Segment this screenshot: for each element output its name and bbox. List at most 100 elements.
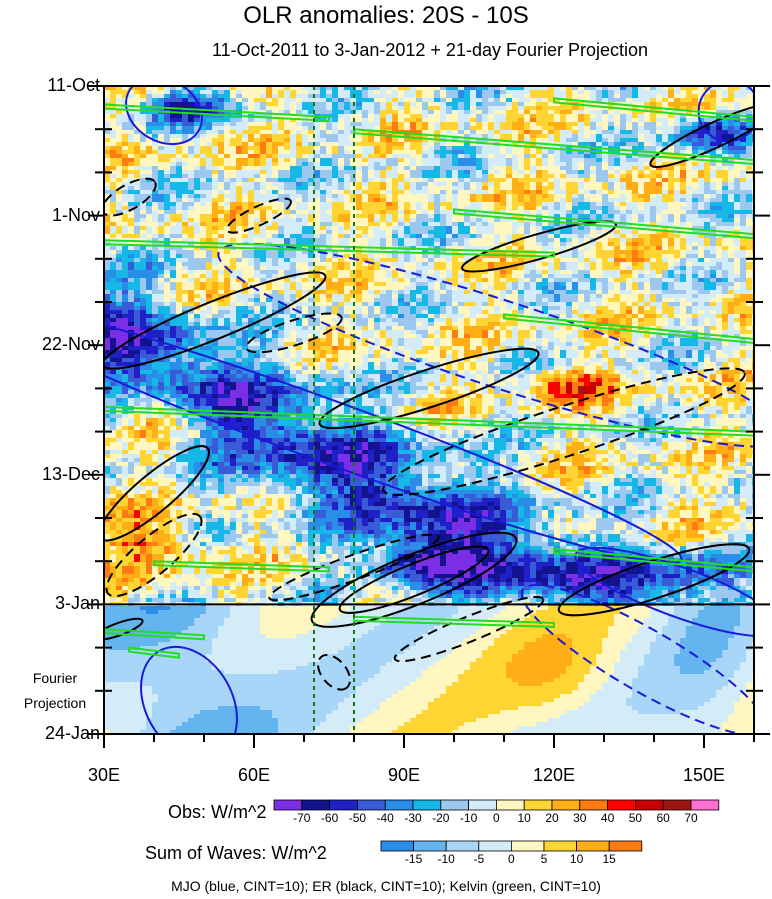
heatmap-cell	[158, 230, 165, 235]
heatmap-cell	[236, 542, 243, 547]
heatmap-cell	[140, 426, 147, 431]
heatmap-cell	[134, 322, 141, 327]
heatmap-cell	[218, 618, 225, 623]
heatmap-cell	[266, 494, 273, 499]
heatmap-cell	[230, 238, 237, 243]
heatmap-cell	[176, 182, 183, 187]
heatmap-cell	[194, 362, 201, 367]
heatmap-cell	[212, 630, 219, 635]
heatmap-cell	[116, 506, 123, 511]
heatmap-cell	[254, 646, 261, 651]
heatmap-cell	[278, 522, 285, 527]
heatmap-cell	[164, 198, 171, 203]
heatmap-cell	[128, 442, 135, 447]
heatmap-cell	[176, 438, 183, 443]
heatmap-cell	[212, 186, 219, 191]
heatmap-cell	[260, 394, 267, 399]
heatmap-cell	[248, 442, 255, 447]
heatmap-cell	[272, 686, 279, 691]
heatmap-cell	[278, 574, 285, 579]
heatmap-cell	[152, 638, 159, 643]
heatmap-cell	[146, 178, 153, 183]
heatmap-cell	[152, 298, 159, 303]
heatmap-cell	[284, 442, 291, 447]
heatmap-cell	[278, 646, 285, 651]
heatmap-cell	[146, 574, 153, 579]
heatmap-cell	[224, 158, 231, 163]
heatmap-cell	[218, 634, 225, 639]
heatmap-cell	[128, 694, 135, 699]
heatmap-cell	[236, 430, 243, 435]
heatmap-cell	[164, 226, 171, 231]
heatmap-cell	[182, 618, 189, 623]
heatmap-cell	[254, 310, 261, 315]
heatmap-cell	[116, 194, 123, 199]
heatmap-cell	[242, 198, 249, 203]
heatmap-cell	[194, 690, 201, 695]
heatmap-cell	[224, 254, 231, 259]
heatmap-cell	[272, 114, 279, 119]
heatmap-cell	[134, 582, 141, 587]
heatmap-cell	[260, 650, 267, 655]
heatmap-cell	[176, 358, 183, 363]
heatmap-cell	[188, 402, 195, 407]
heatmap-cell	[140, 582, 147, 587]
heatmap-cell	[248, 254, 255, 259]
heatmap-cell	[272, 618, 279, 623]
heatmap-cell	[260, 370, 267, 375]
heatmap-cell	[194, 226, 201, 231]
heatmap-cell	[152, 262, 159, 267]
heatmap-cell	[152, 470, 159, 475]
heatmap-cell	[284, 106, 291, 111]
heatmap-cell	[260, 590, 267, 595]
heatmap-cell	[170, 698, 177, 703]
heatmap-cell	[116, 162, 123, 167]
heatmap-cell	[200, 230, 207, 235]
heatmap-cell	[122, 370, 129, 375]
heatmap-cell	[170, 278, 177, 283]
heatmap-cell	[116, 110, 123, 115]
heatmap-cell	[188, 514, 195, 519]
heatmap-cell	[224, 282, 231, 287]
heatmap-cell	[134, 86, 141, 91]
heatmap-cell	[266, 342, 273, 347]
heatmap-cell	[158, 130, 165, 135]
heatmap-cell	[146, 474, 153, 479]
heatmap-cell	[272, 102, 279, 107]
heatmap-cell	[122, 314, 129, 319]
heatmap-cell	[206, 566, 213, 571]
heatmap-cell	[176, 398, 183, 403]
heatmap-cell	[158, 706, 165, 711]
heatmap-cell	[242, 442, 249, 447]
heatmap-cell	[140, 518, 147, 523]
heatmap-cell	[164, 466, 171, 471]
heatmap-cell	[200, 154, 207, 159]
heatmap-cell	[260, 582, 267, 587]
heatmap-cell	[242, 346, 249, 351]
heatmap-cell	[140, 730, 147, 734]
heatmap-cell	[140, 462, 147, 467]
heatmap-cell	[188, 290, 195, 295]
heatmap-cell	[176, 626, 183, 631]
heatmap-cell	[128, 550, 135, 555]
heatmap-cell	[170, 674, 177, 679]
heatmap-cell	[134, 638, 141, 643]
heatmap-cell	[230, 122, 237, 127]
heatmap-cell	[284, 182, 291, 187]
heatmap-cell	[176, 466, 183, 471]
heatmap-cell	[248, 190, 255, 195]
heatmap-cell	[104, 382, 111, 387]
heatmap-cell	[200, 330, 207, 335]
heatmap-cell	[134, 358, 141, 363]
heatmap-cell	[164, 402, 171, 407]
heatmap-cell	[272, 218, 279, 223]
heatmap-cell	[236, 98, 243, 103]
heatmap-cell	[152, 310, 159, 315]
heatmap-cell	[182, 198, 189, 203]
heatmap-cell	[224, 710, 231, 715]
heatmap-cell	[242, 730, 249, 734]
heatmap-cell	[206, 430, 213, 435]
heatmap-cell	[176, 518, 183, 523]
heatmap-cell	[194, 434, 201, 439]
heatmap-cell	[104, 294, 111, 299]
